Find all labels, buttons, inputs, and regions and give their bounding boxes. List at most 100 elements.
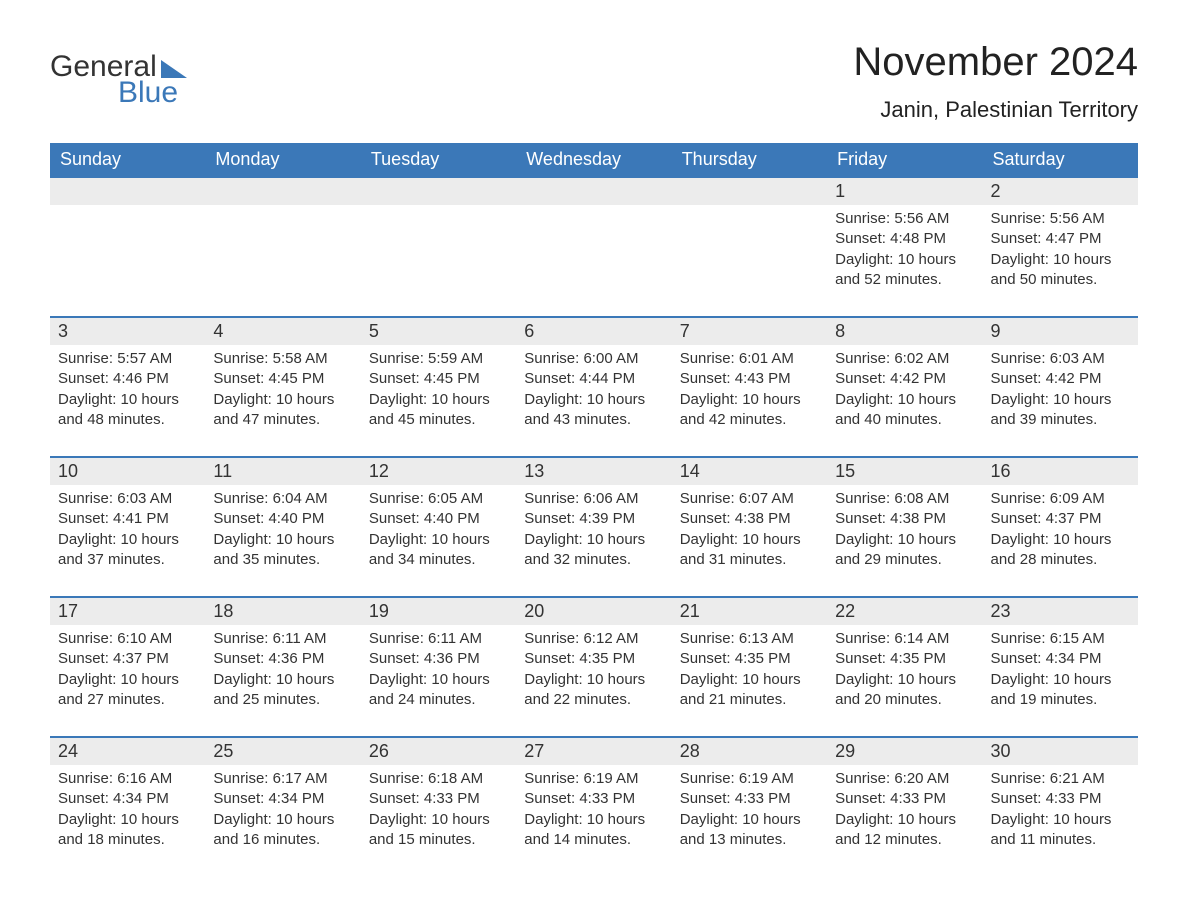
sunset-line: Sunset: 4:34 PM [58, 789, 197, 809]
day-info: Sunrise: 6:21 AMSunset: 4:33 PMDaylight:… [983, 765, 1138, 858]
sunrise-value: 6:10 AM [117, 630, 172, 647]
calendar-day-cell: 18Sunrise: 6:11 AMSunset: 4:36 PMDayligh… [205, 596, 360, 736]
calendar-day-cell: 28Sunrise: 6:19 AMSunset: 4:33 PMDayligh… [672, 736, 827, 876]
sunset-value: 4:35 PM [579, 650, 635, 667]
sunset-label: Sunset: [213, 790, 268, 807]
sunrise-label: Sunrise: [835, 770, 894, 787]
day-info: Sunrise: 6:19 AMSunset: 4:33 PMDaylight:… [516, 765, 671, 858]
title-block: November 2024 Janin, Palestinian Territo… [853, 40, 1138, 123]
sunrise-label: Sunrise: [835, 350, 894, 367]
day-info: Sunrise: 6:18 AMSunset: 4:33 PMDaylight:… [361, 765, 516, 858]
calendar-day-cell: 16Sunrise: 6:09 AMSunset: 4:37 PMDayligh… [983, 456, 1138, 596]
daylight-line: Daylight: 10 hours and 42 minutes. [680, 390, 819, 431]
day-number: 4 [205, 316, 360, 345]
sunset-label: Sunset: [991, 790, 1046, 807]
sunrise-line: Sunrise: 6:08 AM [835, 489, 974, 509]
sunrise-label: Sunrise: [835, 210, 894, 227]
sunrise-line: Sunrise: 6:13 AM [680, 629, 819, 649]
sunrise-value: 6:17 AM [273, 770, 328, 787]
sunset-line: Sunset: 4:46 PM [58, 369, 197, 389]
calendar-day-cell: 12Sunrise: 6:05 AMSunset: 4:40 PMDayligh… [361, 456, 516, 596]
daylight-line: Daylight: 10 hours and 14 minutes. [524, 810, 663, 851]
sunrise-label: Sunrise: [524, 630, 583, 647]
day-number: 30 [983, 736, 1138, 765]
sunset-line: Sunset: 4:45 PM [213, 369, 352, 389]
daylight-label: Daylight: [369, 671, 432, 688]
day-number: 1 [827, 176, 982, 205]
sunrise-value: 6:05 AM [428, 490, 483, 507]
day-number: 11 [205, 456, 360, 485]
day-info: Sunrise: 6:10 AMSunset: 4:37 PMDaylight:… [50, 625, 205, 718]
sunrise-label: Sunrise: [213, 630, 272, 647]
sunrise-line: Sunrise: 6:16 AM [58, 769, 197, 789]
sunset-label: Sunset: [58, 370, 113, 387]
day-info: Sunrise: 6:04 AMSunset: 4:40 PMDaylight:… [205, 485, 360, 578]
sunset-value: 4:33 PM [1046, 790, 1102, 807]
sunset-value: 4:37 PM [1046, 510, 1102, 527]
sunrise-line: Sunrise: 6:21 AM [991, 769, 1130, 789]
sunset-label: Sunset: [369, 510, 424, 527]
calendar-empty-cell [672, 176, 827, 316]
calendar-day-cell: 27Sunrise: 6:19 AMSunset: 4:33 PMDayligh… [516, 736, 671, 876]
sunset-label: Sunset: [213, 650, 268, 667]
sunset-line: Sunset: 4:35 PM [835, 649, 974, 669]
sunset-value: 4:33 PM [424, 790, 480, 807]
sunset-line: Sunset: 4:38 PM [680, 509, 819, 529]
sunset-label: Sunset: [835, 230, 890, 247]
sunrise-label: Sunrise: [991, 770, 1050, 787]
daylight-line: Daylight: 10 hours and 19 minutes. [991, 670, 1130, 711]
sunset-line: Sunset: 4:33 PM [991, 789, 1130, 809]
sunrise-value: 6:07 AM [739, 490, 794, 507]
sunset-line: Sunset: 4:48 PM [835, 229, 974, 249]
day-info: Sunrise: 6:07 AMSunset: 4:38 PMDaylight:… [672, 485, 827, 578]
day-number: 2 [983, 176, 1138, 205]
daylight-label: Daylight: [58, 811, 121, 828]
daylight-label: Daylight: [991, 811, 1054, 828]
sunrise-label: Sunrise: [524, 490, 583, 507]
daylight-line: Daylight: 10 hours and 18 minutes. [58, 810, 197, 851]
sunset-label: Sunset: [369, 790, 424, 807]
day-info: Sunrise: 5:56 AMSunset: 4:48 PMDaylight:… [827, 205, 982, 298]
sunrise-line: Sunrise: 6:12 AM [524, 629, 663, 649]
daylight-label: Daylight: [369, 811, 432, 828]
sunset-label: Sunset: [524, 650, 579, 667]
day-number: 23 [983, 596, 1138, 625]
sunrise-value: 6:21 AM [1050, 770, 1105, 787]
daylight-label: Daylight: [58, 671, 121, 688]
sunrise-value: 6:09 AM [1050, 490, 1105, 507]
daylight-label: Daylight: [835, 531, 898, 548]
daylight-line: Daylight: 10 hours and 43 minutes. [524, 390, 663, 431]
sunset-line: Sunset: 4:38 PM [835, 509, 974, 529]
sunrise-line: Sunrise: 6:03 AM [58, 489, 197, 509]
day-number: 5 [361, 316, 516, 345]
sunset-line: Sunset: 4:41 PM [58, 509, 197, 529]
sunset-value: 4:38 PM [735, 510, 791, 527]
sunrise-label: Sunrise: [369, 490, 428, 507]
day-info: Sunrise: 5:58 AMSunset: 4:45 PMDaylight:… [205, 345, 360, 438]
day-number: 9 [983, 316, 1138, 345]
calendar-table: SundayMondayTuesdayWednesdayThursdayFrid… [50, 143, 1138, 876]
sunset-value: 4:34 PM [113, 790, 169, 807]
sunset-label: Sunset: [213, 510, 268, 527]
daylight-line: Daylight: 10 hours and 28 minutes. [991, 530, 1130, 571]
sunrise-value: 5:58 AM [273, 350, 328, 367]
sunrise-label: Sunrise: [58, 770, 117, 787]
sunrise-line: Sunrise: 6:15 AM [991, 629, 1130, 649]
sunrise-line: Sunrise: 6:19 AM [680, 769, 819, 789]
sunset-line: Sunset: 4:45 PM [369, 369, 508, 389]
sunrise-value: 6:00 AM [583, 350, 638, 367]
calendar-day-cell: 25Sunrise: 6:17 AMSunset: 4:34 PMDayligh… [205, 736, 360, 876]
daylight-line: Daylight: 10 hours and 25 minutes. [213, 670, 352, 711]
daylight-label: Daylight: [835, 811, 898, 828]
sunset-line: Sunset: 4:47 PM [991, 229, 1130, 249]
sunset-value: 4:37 PM [113, 650, 169, 667]
daylight-line: Daylight: 10 hours and 20 minutes. [835, 670, 974, 711]
sunrise-label: Sunrise: [58, 350, 117, 367]
sunset-value: 4:42 PM [1046, 370, 1102, 387]
sunrise-label: Sunrise: [213, 490, 272, 507]
calendar-day-cell: 2Sunrise: 5:56 AMSunset: 4:47 PMDaylight… [983, 176, 1138, 316]
daylight-label: Daylight: [680, 671, 743, 688]
day-info: Sunrise: 6:02 AMSunset: 4:42 PMDaylight:… [827, 345, 982, 438]
calendar-day-cell: 4Sunrise: 5:58 AMSunset: 4:45 PMDaylight… [205, 316, 360, 456]
day-info: Sunrise: 6:20 AMSunset: 4:33 PMDaylight:… [827, 765, 982, 858]
